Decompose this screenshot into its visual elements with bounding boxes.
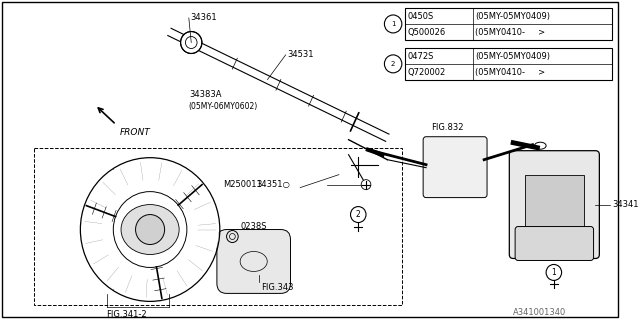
Text: Q720002: Q720002 <box>408 68 446 77</box>
Text: 2: 2 <box>356 210 360 219</box>
Text: 34351○: 34351○ <box>257 180 291 189</box>
Text: 34341: 34341 <box>612 200 639 209</box>
Bar <box>404 48 612 80</box>
Text: FRONT: FRONT <box>120 128 151 137</box>
FancyBboxPatch shape <box>423 137 487 197</box>
Text: A341001340: A341001340 <box>513 308 566 317</box>
Ellipse shape <box>180 32 202 53</box>
Text: 2: 2 <box>391 61 396 67</box>
FancyBboxPatch shape <box>509 151 600 259</box>
Text: (05MY-06MY0602): (05MY-06MY0602) <box>189 102 258 111</box>
Text: 1: 1 <box>552 268 556 277</box>
Circle shape <box>81 159 219 300</box>
Text: 0450S: 0450S <box>408 12 434 21</box>
Circle shape <box>136 215 164 244</box>
Text: 34361: 34361 <box>191 13 218 22</box>
Text: Q500026: Q500026 <box>408 28 446 37</box>
FancyBboxPatch shape <box>515 227 593 260</box>
Text: 34383A: 34383A <box>189 90 221 99</box>
Text: FIG.343: FIG.343 <box>261 283 294 292</box>
Text: 0472S: 0472S <box>408 52 434 61</box>
Text: (05MY-05MY0409): (05MY-05MY0409) <box>476 12 550 21</box>
Text: 1: 1 <box>391 21 396 27</box>
Bar <box>34 148 402 305</box>
Bar <box>404 8 612 40</box>
Polygon shape <box>168 28 389 141</box>
Ellipse shape <box>121 204 179 254</box>
Text: (05MY0410-     >: (05MY0410- > <box>476 28 545 37</box>
FancyBboxPatch shape <box>217 229 291 293</box>
Text: 34531: 34531 <box>287 50 314 60</box>
Text: 0238S: 0238S <box>240 222 267 231</box>
Text: M250011: M250011 <box>223 180 262 189</box>
Text: (05MY0410-     >: (05MY0410- > <box>476 68 545 77</box>
Text: FIG.832: FIG.832 <box>431 123 463 132</box>
Text: FIG.341-2: FIG.341-2 <box>106 310 147 319</box>
Bar <box>525 175 584 233</box>
Text: (05MY-05MY0409): (05MY-05MY0409) <box>476 52 550 61</box>
